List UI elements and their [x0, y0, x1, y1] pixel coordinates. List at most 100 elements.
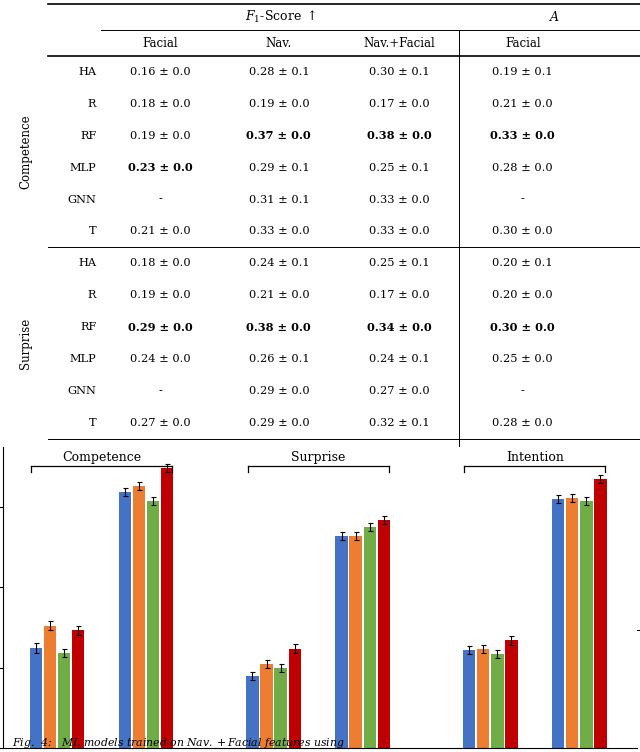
Text: 0.18 ± 0.0: 0.18 ± 0.0 — [130, 450, 190, 459]
Text: 0.29 ± 0.0: 0.29 ± 0.0 — [127, 322, 193, 332]
Text: 0.28 ± 0.0: 0.28 ± 0.0 — [248, 514, 309, 523]
Text: 0.38 ± 0.0: 0.38 ± 0.0 — [367, 130, 431, 141]
Text: 0.18 ± 0.0: 0.18 ± 0.0 — [130, 259, 190, 268]
Text: 0.20 ± 0.1: 0.20 ± 0.1 — [492, 259, 553, 268]
Text: -: - — [158, 578, 162, 587]
Bar — [349, 536, 362, 748]
Text: 0.21 ± 0.0: 0.21 ± 0.0 — [492, 99, 553, 109]
Text: R: R — [88, 99, 97, 109]
Text: -: - — [521, 578, 525, 587]
Text: HA: HA — [78, 67, 97, 77]
Text: 0.28 ± 0.0: 0.28 ± 0.0 — [127, 513, 193, 524]
Bar — [491, 653, 504, 748]
Text: 0.32 ± 0.0: 0.32 ± 0.0 — [367, 608, 431, 620]
Text: 0.33 ± 0.0: 0.33 ± 0.0 — [369, 226, 429, 236]
Text: RF: RF — [80, 322, 97, 332]
Text: 0.30 ± 0.0: 0.30 ± 0.0 — [490, 322, 555, 332]
Text: Competence: Competence — [62, 451, 141, 464]
Text: 0.25 ± 0.1: 0.25 ± 0.1 — [248, 450, 309, 459]
Text: 0.25 ± 0.0: 0.25 ± 0.0 — [492, 354, 553, 364]
Text: 0.28 ± 0.0: 0.28 ± 0.0 — [492, 162, 553, 173]
Text: -: - — [521, 195, 525, 205]
Text: 0.16 ± 0.0: 0.16 ± 0.0 — [130, 67, 190, 77]
Text: 0.21 ± 0.0: 0.21 ± 0.0 — [248, 290, 309, 300]
Text: RF: RF — [80, 131, 97, 141]
Text: 0.19 ± 0.0: 0.19 ± 0.0 — [248, 99, 309, 109]
Bar — [260, 664, 273, 748]
Bar — [566, 498, 579, 748]
Text: 0.27 ± 0.0: 0.27 ± 0.0 — [130, 418, 190, 428]
Text: 0.21 ± 0.1: 0.21 ± 0.1 — [492, 450, 553, 459]
Text: 0.29 ± 0.1: 0.29 ± 0.1 — [246, 608, 311, 620]
Text: -: - — [521, 386, 525, 396]
Text: 0.31 ± 0.0: 0.31 ± 0.0 — [492, 545, 553, 556]
Text: 0.29 ± 0.0: 0.29 ± 0.0 — [248, 386, 309, 396]
Text: MLP: MLP — [70, 162, 97, 173]
Text: 0.21 ± 0.1: 0.21 ± 0.1 — [130, 481, 190, 492]
Bar — [118, 492, 131, 748]
Text: 0.27 ± 0.0: 0.27 ± 0.0 — [130, 545, 190, 556]
Text: Intention: Intention — [19, 508, 32, 562]
Bar — [580, 501, 593, 748]
Text: 0.30 ± 0.0: 0.30 ± 0.0 — [492, 226, 553, 236]
Text: 0.25 ± 0.1: 0.25 ± 0.1 — [369, 259, 429, 268]
Text: T: T — [89, 609, 97, 619]
Text: 0.23 ± 0.0: 0.23 ± 0.0 — [127, 162, 193, 173]
Text: 0.30 ± 0.1: 0.30 ± 0.1 — [369, 450, 429, 459]
Text: 0.30 ± 0.1: 0.30 ± 0.1 — [369, 67, 429, 77]
Bar — [147, 501, 159, 748]
Bar — [275, 668, 287, 748]
Text: 0.28 ± 0.0: 0.28 ± 0.0 — [248, 578, 309, 587]
Text: 0.24 ± 0.1: 0.24 ± 0.1 — [369, 354, 429, 364]
Text: 0.28 ± 0.1: 0.28 ± 0.1 — [248, 67, 309, 77]
Text: 0.19 ± 0.0: 0.19 ± 0.0 — [130, 131, 190, 141]
Text: 0.37 ± 0.0: 0.37 ± 0.0 — [490, 513, 555, 524]
Bar — [29, 647, 42, 748]
Bar — [552, 499, 564, 748]
Text: 0.19 ± 0.0: 0.19 ± 0.0 — [248, 481, 309, 492]
Text: Intention: Intention — [506, 451, 564, 464]
Bar — [161, 468, 173, 748]
Text: 0.23 ± 0.1: 0.23 ± 0.1 — [492, 481, 553, 492]
Text: MLP: MLP — [70, 354, 97, 364]
Text: 0.29 ± 0.0: 0.29 ± 0.0 — [369, 578, 429, 587]
Text: 0.17 ± 0.0: 0.17 ± 0.0 — [369, 481, 429, 492]
Text: 0.17 ± 0.0: 0.17 ± 0.0 — [369, 290, 429, 300]
Text: 0.24 ± 0.1: 0.24 ± 0.1 — [248, 259, 309, 268]
Text: 0.38 ± 0.0: 0.38 ± 0.0 — [246, 322, 311, 332]
Text: 0.26 ± 0.1: 0.26 ± 0.1 — [248, 545, 309, 556]
Bar — [246, 676, 259, 748]
Text: 0.37 ± 0.0: 0.37 ± 0.0 — [246, 130, 311, 141]
Text: T: T — [89, 226, 97, 236]
Bar — [364, 527, 376, 748]
Text: R: R — [88, 481, 97, 492]
Text: 0.31 ± 0.1: 0.31 ± 0.1 — [248, 195, 309, 205]
Text: 0.32 ± 0.1: 0.32 ± 0.1 — [369, 418, 429, 428]
Text: 0.24 ± 0.0: 0.24 ± 0.0 — [369, 514, 429, 523]
Text: 0.33 ± 0.0: 0.33 ± 0.0 — [369, 195, 429, 205]
Text: RF: RF — [80, 514, 97, 523]
Text: Facial: Facial — [505, 37, 541, 50]
Text: 0.34 ± 0.0: 0.34 ± 0.0 — [367, 322, 431, 332]
Text: Surprise: Surprise — [19, 317, 32, 368]
Bar — [378, 520, 390, 748]
Text: Competence: Competence — [19, 114, 32, 189]
Text: Fig.  4:   ML models trained on $Nav.+Facial$ features using: Fig. 4: ML models trained on $Nav.+Facia… — [12, 736, 344, 750]
Text: 0.22 ± 0.0: 0.22 ± 0.0 — [369, 545, 429, 556]
Text: Surprise: Surprise — [291, 451, 346, 464]
Text: MLP: MLP — [70, 545, 97, 556]
Bar — [289, 648, 301, 748]
Text: 0.28 ± 0.0: 0.28 ± 0.0 — [492, 418, 553, 428]
Text: 0.33 ± 0.0: 0.33 ± 0.0 — [248, 226, 309, 236]
Text: 0.29 ± 0.0: 0.29 ± 0.0 — [248, 418, 309, 428]
Text: HA: HA — [78, 259, 97, 268]
Text: 0.24 ± 0.0: 0.24 ± 0.0 — [130, 354, 190, 364]
Bar — [335, 536, 348, 748]
Text: 0.17 ± 0.0: 0.17 ± 0.0 — [369, 99, 429, 109]
Bar — [44, 626, 56, 748]
Text: 0.20 ± 0.0: 0.20 ± 0.0 — [492, 290, 553, 300]
Text: 0.24 ± 0.0: 0.24 ± 0.0 — [130, 609, 190, 619]
Bar — [132, 486, 145, 748]
Bar — [477, 648, 490, 748]
Text: 0.27 ± 0.0: 0.27 ± 0.0 — [369, 386, 429, 396]
